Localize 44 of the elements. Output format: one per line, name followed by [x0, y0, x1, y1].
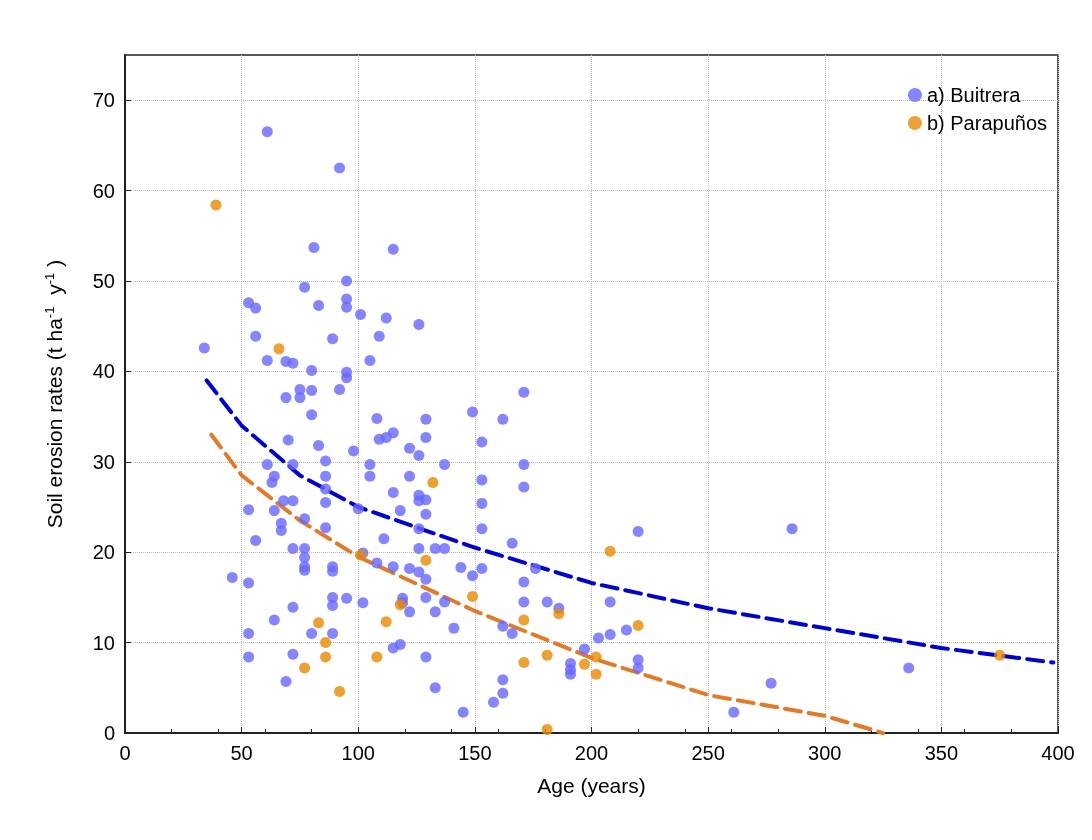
- x-tick-label: 200: [574, 742, 609, 764]
- y-tick-label: 10: [92, 631, 115, 654]
- y-tick-label: 70: [92, 89, 115, 112]
- point: [579, 658, 590, 670]
- y-tick-label: 20: [92, 541, 115, 564]
- point: [371, 651, 383, 663]
- x-tick-label: 0: [119, 742, 131, 764]
- legend-label: a) Buitrera: [926, 84, 1022, 106]
- x-tick-label: 350: [924, 742, 959, 764]
- point: [518, 614, 530, 626]
- line-series: [204, 378, 1056, 665]
- x-tick-label: 100: [341, 742, 375, 764]
- point: [541, 723, 553, 735]
- point: [427, 477, 439, 489]
- x-tick-label: 300: [808, 742, 842, 764]
- y-tick-label: 60: [92, 179, 115, 202]
- point: [273, 343, 285, 355]
- y-tick-label: 50: [92, 270, 115, 292]
- x-tick-label: 150: [458, 742, 492, 764]
- point: [334, 685, 346, 697]
- point: [420, 554, 432, 566]
- y-tick-label: 30: [92, 450, 115, 473]
- legend-label: b) Parapuños: [926, 112, 1047, 134]
- point: [380, 616, 392, 628]
- x-tick-label: 50: [230, 742, 253, 764]
- point: [313, 617, 325, 629]
- point: [320, 651, 332, 663]
- point: [632, 619, 644, 631]
- point: [604, 545, 616, 557]
- line-series: [209, 432, 886, 735]
- point: [541, 649, 553, 661]
- y-tick-label: 0: [103, 722, 115, 744]
- point: [590, 651, 602, 663]
- point: [994, 649, 1006, 661]
- point: [320, 637, 332, 649]
- x-tick-label: 250: [691, 742, 725, 764]
- point: [299, 662, 311, 674]
- x-axis-title: Age (years): [537, 774, 646, 797]
- y-tick-label: 40: [92, 360, 115, 383]
- point: [590, 668, 602, 680]
- point: [210, 199, 222, 211]
- x-tick-label: 400: [1041, 742, 1075, 764]
- point: [467, 591, 479, 602]
- point: [518, 656, 530, 668]
